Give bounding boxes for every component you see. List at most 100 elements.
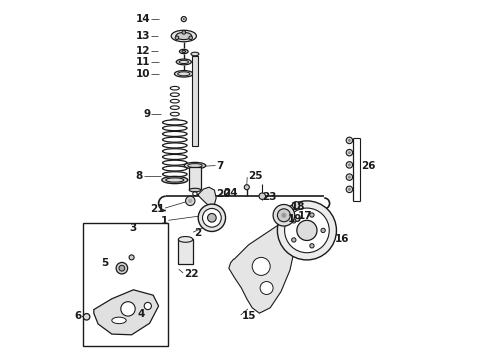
Ellipse shape bbox=[184, 162, 206, 169]
Text: 18: 18 bbox=[291, 202, 306, 212]
Circle shape bbox=[292, 238, 296, 242]
Circle shape bbox=[348, 139, 351, 142]
Ellipse shape bbox=[163, 154, 187, 159]
Text: 19: 19 bbox=[288, 214, 302, 224]
Circle shape bbox=[292, 219, 296, 223]
Ellipse shape bbox=[163, 120, 187, 125]
Ellipse shape bbox=[171, 112, 179, 116]
Circle shape bbox=[297, 220, 317, 240]
Ellipse shape bbox=[171, 30, 196, 42]
Ellipse shape bbox=[163, 143, 187, 148]
Text: 5: 5 bbox=[101, 258, 108, 268]
Text: 16: 16 bbox=[335, 234, 349, 244]
Text: 14: 14 bbox=[136, 14, 150, 24]
Circle shape bbox=[175, 36, 179, 40]
Circle shape bbox=[116, 262, 127, 274]
Circle shape bbox=[277, 209, 291, 222]
Text: 21: 21 bbox=[150, 204, 164, 214]
Ellipse shape bbox=[191, 52, 199, 56]
Circle shape bbox=[198, 204, 225, 231]
Circle shape bbox=[183, 18, 185, 20]
Ellipse shape bbox=[171, 119, 179, 122]
Circle shape bbox=[259, 193, 266, 199]
Circle shape bbox=[348, 188, 351, 191]
Text: 17: 17 bbox=[298, 211, 313, 221]
Ellipse shape bbox=[171, 93, 179, 96]
Polygon shape bbox=[94, 290, 159, 335]
Bar bbox=[83, 223, 168, 346]
Circle shape bbox=[277, 201, 337, 260]
Text: 26: 26 bbox=[361, 161, 375, 171]
Circle shape bbox=[310, 213, 314, 217]
Circle shape bbox=[273, 204, 294, 226]
Text: 22: 22 bbox=[184, 269, 198, 279]
Polygon shape bbox=[229, 223, 295, 313]
Text: 10: 10 bbox=[136, 69, 150, 79]
Bar bbox=[192, 56, 198, 146]
Circle shape bbox=[144, 302, 151, 310]
Circle shape bbox=[285, 208, 329, 253]
Text: 12: 12 bbox=[136, 46, 150, 57]
Circle shape bbox=[83, 314, 90, 320]
Ellipse shape bbox=[163, 149, 187, 154]
Circle shape bbox=[348, 163, 351, 166]
Circle shape bbox=[293, 202, 300, 209]
Circle shape bbox=[281, 213, 286, 218]
Text: 24: 24 bbox=[223, 188, 238, 198]
Text: 8: 8 bbox=[136, 171, 143, 181]
Circle shape bbox=[129, 255, 134, 260]
Ellipse shape bbox=[176, 32, 192, 40]
Ellipse shape bbox=[171, 86, 179, 90]
Circle shape bbox=[245, 185, 249, 190]
Circle shape bbox=[202, 208, 221, 227]
Circle shape bbox=[121, 302, 135, 316]
Ellipse shape bbox=[163, 131, 187, 136]
Circle shape bbox=[189, 36, 193, 40]
Ellipse shape bbox=[171, 99, 179, 103]
Text: 9: 9 bbox=[143, 109, 150, 120]
Circle shape bbox=[310, 244, 314, 248]
Circle shape bbox=[346, 137, 353, 144]
Circle shape bbox=[346, 162, 353, 168]
Circle shape bbox=[252, 257, 270, 275]
Ellipse shape bbox=[162, 176, 188, 184]
Circle shape bbox=[186, 196, 195, 206]
Ellipse shape bbox=[176, 59, 192, 65]
Text: 25: 25 bbox=[248, 171, 262, 181]
Circle shape bbox=[119, 265, 125, 271]
Circle shape bbox=[188, 199, 193, 203]
Text: 13: 13 bbox=[136, 31, 150, 41]
Circle shape bbox=[346, 174, 353, 180]
Text: 11: 11 bbox=[136, 57, 150, 67]
Text: 7: 7 bbox=[216, 161, 223, 171]
Ellipse shape bbox=[174, 71, 193, 77]
Circle shape bbox=[348, 176, 351, 179]
Circle shape bbox=[348, 151, 351, 154]
Bar bbox=[189, 167, 201, 189]
Circle shape bbox=[346, 149, 353, 156]
Text: 1: 1 bbox=[160, 216, 168, 226]
Polygon shape bbox=[197, 187, 216, 206]
Text: 6: 6 bbox=[74, 311, 81, 321]
Ellipse shape bbox=[178, 237, 193, 242]
Bar bbox=[178, 239, 193, 264]
Ellipse shape bbox=[182, 50, 186, 53]
Text: 23: 23 bbox=[262, 192, 277, 202]
Text: 4: 4 bbox=[137, 309, 145, 319]
Circle shape bbox=[321, 228, 325, 233]
Text: 15: 15 bbox=[242, 311, 256, 321]
Text: 2: 2 bbox=[194, 228, 201, 238]
Text: 3: 3 bbox=[129, 222, 136, 233]
Text: 20: 20 bbox=[216, 189, 231, 199]
Ellipse shape bbox=[163, 172, 187, 177]
Ellipse shape bbox=[112, 317, 126, 324]
Circle shape bbox=[260, 282, 273, 294]
Ellipse shape bbox=[163, 126, 187, 131]
Ellipse shape bbox=[163, 166, 187, 171]
Ellipse shape bbox=[163, 160, 187, 165]
Ellipse shape bbox=[189, 188, 201, 192]
Ellipse shape bbox=[179, 49, 188, 54]
Ellipse shape bbox=[163, 137, 187, 142]
Circle shape bbox=[182, 31, 186, 34]
Circle shape bbox=[346, 186, 353, 193]
